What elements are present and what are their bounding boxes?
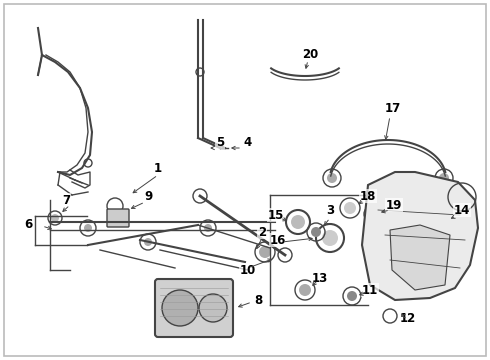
Circle shape: [144, 238, 152, 246]
Text: 16: 16: [270, 234, 286, 247]
Circle shape: [344, 202, 356, 214]
Circle shape: [199, 294, 227, 322]
Circle shape: [327, 173, 337, 183]
Circle shape: [299, 284, 311, 296]
Circle shape: [433, 215, 447, 229]
Text: 5: 5: [216, 135, 224, 149]
Circle shape: [291, 215, 305, 229]
Text: 9: 9: [144, 189, 152, 202]
FancyBboxPatch shape: [155, 279, 233, 337]
Text: 15: 15: [268, 208, 284, 221]
Text: 3: 3: [326, 203, 334, 216]
Circle shape: [84, 224, 92, 232]
Polygon shape: [390, 225, 450, 290]
Circle shape: [204, 224, 212, 232]
Text: 19: 19: [386, 198, 402, 212]
Text: 6: 6: [24, 217, 32, 230]
Text: 12: 12: [400, 311, 416, 324]
Text: 8: 8: [254, 293, 262, 306]
Text: 1: 1: [154, 162, 162, 175]
Text: 20: 20: [302, 48, 318, 60]
Text: 17: 17: [385, 102, 401, 114]
FancyBboxPatch shape: [107, 209, 129, 227]
Text: 13: 13: [312, 271, 328, 284]
Text: 14: 14: [454, 203, 470, 216]
Circle shape: [162, 290, 198, 326]
Circle shape: [367, 209, 377, 219]
Circle shape: [311, 227, 321, 237]
Circle shape: [439, 173, 449, 183]
Text: 2: 2: [258, 225, 266, 239]
Text: 11: 11: [362, 284, 378, 297]
Text: 10: 10: [240, 264, 256, 276]
Text: 7: 7: [62, 194, 70, 207]
Circle shape: [259, 246, 271, 258]
Circle shape: [322, 230, 338, 246]
Text: 4: 4: [244, 135, 252, 149]
Circle shape: [51, 214, 59, 222]
Polygon shape: [362, 172, 478, 300]
Text: 18: 18: [360, 189, 376, 202]
Circle shape: [347, 291, 357, 301]
